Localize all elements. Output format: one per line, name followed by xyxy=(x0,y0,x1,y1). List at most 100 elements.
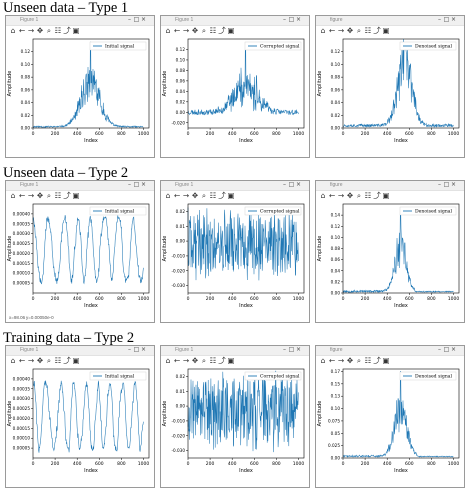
maximize-button[interactable]: □ xyxy=(288,181,295,188)
close-button[interactable]: × xyxy=(140,181,147,188)
configure-icon[interactable]: ☷ xyxy=(364,26,372,35)
forward-icon[interactable]: → xyxy=(182,356,190,365)
pan-icon[interactable]: ✥ xyxy=(346,26,354,35)
minimize-button[interactable]: – xyxy=(438,181,441,188)
pan-icon[interactable]: ✥ xyxy=(191,356,199,365)
home-icon[interactable]: ⌂ xyxy=(165,26,171,35)
home-icon[interactable]: ⌂ xyxy=(10,356,16,365)
zoom-icon[interactable]: ⌕ xyxy=(201,26,207,35)
window-titlebar[interactable]: Figure 1 – □ × xyxy=(6,16,154,26)
window-titlebar[interactable]: figure – □ × xyxy=(316,346,464,356)
save-icon[interactable]: ▣ xyxy=(227,191,235,200)
configure-icon[interactable]: ☷ xyxy=(54,191,62,200)
home-icon[interactable]: ⌂ xyxy=(165,191,171,200)
forward-icon[interactable]: → xyxy=(182,26,190,35)
back-icon[interactable]: ← xyxy=(173,356,181,365)
window-titlebar[interactable]: figure – □ × xyxy=(316,16,464,26)
back-icon[interactable]: ← xyxy=(18,26,26,35)
maximize-button[interactable]: □ xyxy=(133,181,140,188)
back-icon[interactable]: ← xyxy=(18,356,26,365)
edit-icon[interactable]: ⤴ xyxy=(218,191,226,200)
minimize-button[interactable]: – xyxy=(283,181,286,188)
minimize-button[interactable]: – xyxy=(128,181,131,188)
back-icon[interactable]: ← xyxy=(328,26,336,35)
zoom-icon[interactable]: ⌕ xyxy=(201,191,207,200)
close-button[interactable]: × xyxy=(295,181,302,188)
maximize-button[interactable]: □ xyxy=(288,16,295,23)
minimize-button[interactable]: – xyxy=(128,346,131,353)
home-icon[interactable]: ⌂ xyxy=(10,191,16,200)
save-icon[interactable]: ▣ xyxy=(72,191,80,200)
window-titlebar[interactable]: Figure 1 – □ × xyxy=(161,16,309,26)
save-icon[interactable]: ▣ xyxy=(382,356,390,365)
back-icon[interactable]: ← xyxy=(328,191,336,200)
pan-icon[interactable]: ✥ xyxy=(36,191,44,200)
maximize-button[interactable]: □ xyxy=(133,346,140,353)
zoom-icon[interactable]: ⌕ xyxy=(46,26,52,35)
configure-icon[interactable]: ☷ xyxy=(364,356,372,365)
edit-icon[interactable]: ⤴ xyxy=(373,356,381,365)
zoom-icon[interactable]: ⌕ xyxy=(356,191,362,200)
edit-icon[interactable]: ⤴ xyxy=(63,356,71,365)
back-icon[interactable]: ← xyxy=(173,26,181,35)
configure-icon[interactable]: ☷ xyxy=(209,26,217,35)
zoom-icon[interactable]: ⌕ xyxy=(46,191,52,200)
pan-icon[interactable]: ✥ xyxy=(346,356,354,365)
minimize-button[interactable]: – xyxy=(438,346,441,353)
pan-icon[interactable]: ✥ xyxy=(346,191,354,200)
configure-icon[interactable]: ☷ xyxy=(209,356,217,365)
close-button[interactable]: × xyxy=(450,346,457,353)
edit-icon[interactable]: ⤴ xyxy=(373,26,381,35)
zoom-icon[interactable]: ⌕ xyxy=(201,356,207,365)
forward-icon[interactable]: → xyxy=(337,26,345,35)
forward-icon[interactable]: → xyxy=(27,356,35,365)
minimize-button[interactable]: – xyxy=(283,346,286,353)
save-icon[interactable]: ▣ xyxy=(227,356,235,365)
maximize-button[interactable]: □ xyxy=(133,16,140,23)
edit-icon[interactable]: ⤴ xyxy=(63,26,71,35)
edit-icon[interactable]: ⤴ xyxy=(63,191,71,200)
window-titlebar[interactable]: figure – □ × xyxy=(316,181,464,191)
minimize-button[interactable]: – xyxy=(128,16,131,23)
close-button[interactable]: × xyxy=(450,181,457,188)
window-titlebar[interactable]: Figure 1 – □ × xyxy=(161,181,309,191)
configure-icon[interactable]: ☷ xyxy=(209,191,217,200)
configure-icon[interactable]: ☷ xyxy=(364,191,372,200)
home-icon[interactable]: ⌂ xyxy=(10,26,16,35)
edit-icon[interactable]: ⤴ xyxy=(218,26,226,35)
window-titlebar[interactable]: Figure 1 – □ × xyxy=(6,346,154,356)
maximize-button[interactable]: □ xyxy=(288,346,295,353)
save-icon[interactable]: ▣ xyxy=(227,26,235,35)
close-button[interactable]: × xyxy=(140,16,147,23)
save-icon[interactable]: ▣ xyxy=(72,356,80,365)
pan-icon[interactable]: ✥ xyxy=(36,26,44,35)
forward-icon[interactable]: → xyxy=(182,191,190,200)
window-titlebar[interactable]: Figure 1 – □ × xyxy=(6,181,154,191)
back-icon[interactable]: ← xyxy=(328,356,336,365)
forward-icon[interactable]: → xyxy=(27,191,35,200)
edit-icon[interactable]: ⤴ xyxy=(373,191,381,200)
save-icon[interactable]: ▣ xyxy=(382,191,390,200)
back-icon[interactable]: ← xyxy=(173,191,181,200)
save-icon[interactable]: ▣ xyxy=(382,26,390,35)
pan-icon[interactable]: ✥ xyxy=(191,26,199,35)
zoom-icon[interactable]: ⌕ xyxy=(356,356,362,365)
configure-icon[interactable]: ☷ xyxy=(54,356,62,365)
maximize-button[interactable]: □ xyxy=(443,16,450,23)
forward-icon[interactable]: → xyxy=(337,356,345,365)
minimize-button[interactable]: – xyxy=(438,16,441,23)
configure-icon[interactable]: ☷ xyxy=(54,26,62,35)
maximize-button[interactable]: □ xyxy=(443,346,450,353)
home-icon[interactable]: ⌂ xyxy=(320,191,326,200)
zoom-icon[interactable]: ⌕ xyxy=(46,356,52,365)
close-button[interactable]: × xyxy=(140,346,147,353)
pan-icon[interactable]: ✥ xyxy=(191,191,199,200)
window-titlebar[interactable]: Figure 1 – □ × xyxy=(161,346,309,356)
zoom-icon[interactable]: ⌕ xyxy=(356,26,362,35)
maximize-button[interactable]: □ xyxy=(443,181,450,188)
save-icon[interactable]: ▣ xyxy=(72,26,80,35)
close-button[interactable]: × xyxy=(295,346,302,353)
edit-icon[interactable]: ⤴ xyxy=(218,356,226,365)
home-icon[interactable]: ⌂ xyxy=(165,356,171,365)
close-button[interactable]: × xyxy=(450,16,457,23)
